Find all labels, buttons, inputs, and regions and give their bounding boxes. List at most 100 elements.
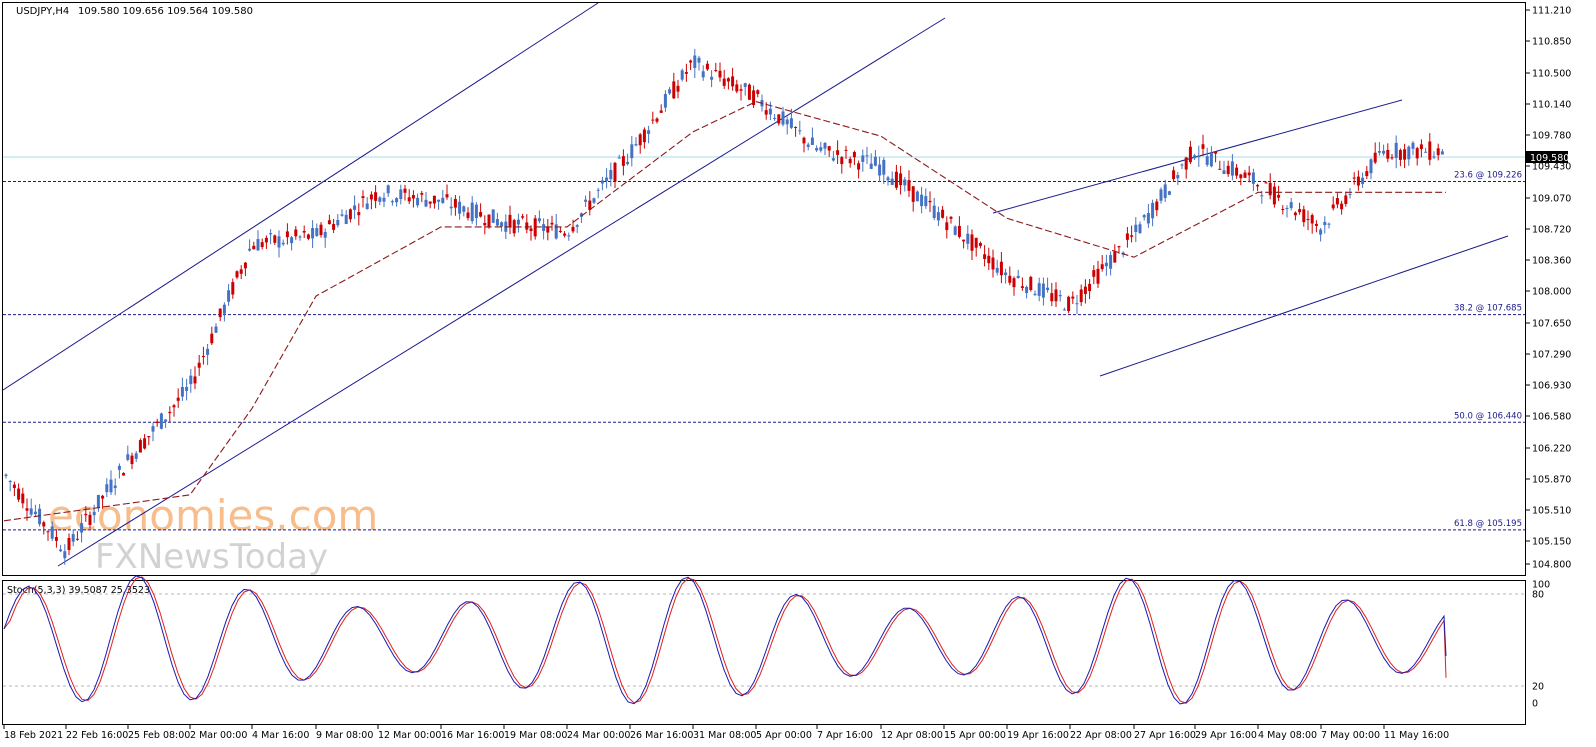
candle-body [1386, 149, 1390, 159]
candle-body [1172, 170, 1176, 180]
candle-body [525, 222, 529, 230]
candle-body [1335, 198, 1339, 205]
candle-body [1272, 186, 1276, 205]
candle-body [731, 76, 735, 87]
candle-body [588, 200, 592, 210]
candle-body [836, 150, 840, 155]
candle-body [210, 333, 214, 344]
candle-body [75, 538, 79, 540]
candle-body [1109, 255, 1113, 269]
candle-body [1411, 142, 1415, 149]
candle-body [453, 198, 457, 208]
candle-body [613, 162, 617, 182]
stoch-tick-label: 80 [1532, 590, 1544, 601]
candle-body [789, 118, 793, 128]
candle-body [1088, 283, 1092, 292]
candle-body [823, 142, 827, 149]
candle-body [1075, 303, 1079, 305]
candle-body [428, 201, 432, 204]
candle-body [924, 196, 928, 207]
upper-channel-line [2, 2, 599, 391]
candle-body [1096, 268, 1100, 284]
candle-body [1415, 148, 1419, 159]
candle-body [248, 248, 252, 251]
candle-body [264, 237, 268, 243]
candle-body [1277, 194, 1281, 198]
candle-body [1230, 161, 1234, 176]
candle-body [311, 228, 315, 239]
candle-body [605, 177, 609, 181]
candle-body [819, 147, 823, 151]
candle-body [474, 204, 478, 219]
time-tick-label: 5 Apr 00:00 [756, 730, 812, 741]
candle-body [802, 137, 806, 144]
candle-body [781, 111, 785, 125]
candle-body [214, 326, 218, 333]
candle-body [764, 110, 768, 115]
candle-body [852, 152, 856, 158]
candle-body [176, 397, 180, 401]
candle-body [798, 130, 802, 132]
candle-body [197, 362, 201, 368]
candle-body [747, 84, 751, 100]
candle-body [815, 148, 819, 151]
candle-body [1256, 184, 1260, 187]
candle-body [907, 180, 911, 191]
stoch-signal-line [3, 576, 1447, 704]
candle-body [12, 484, 16, 488]
candle-body [285, 231, 289, 238]
lower-channel-line [57, 17, 946, 567]
candle-body [206, 348, 210, 355]
candle-body [768, 108, 772, 115]
candle-body [1285, 207, 1289, 209]
candle-body [395, 198, 399, 203]
candle-body [722, 78, 726, 86]
candle-body [302, 230, 306, 233]
candle-body [957, 225, 961, 237]
candle-body [710, 76, 714, 80]
candle-body [894, 171, 898, 188]
candle-body [680, 70, 684, 80]
candle-body [941, 209, 945, 218]
candle-body [600, 180, 604, 184]
candle-body [1348, 193, 1352, 195]
candle-body [361, 196, 365, 199]
candle-body [651, 119, 655, 121]
candle-body [243, 262, 247, 269]
candle-body [1260, 195, 1264, 197]
candle-body [466, 212, 470, 219]
candles [4, 48, 1444, 565]
candle-body [668, 89, 672, 94]
candle-body [810, 137, 814, 145]
candle-body [1092, 270, 1096, 277]
candle-body [180, 386, 184, 397]
candle-body [71, 534, 75, 542]
candle-body [323, 231, 327, 238]
candle-body [88, 514, 92, 525]
candle-body [1361, 177, 1365, 185]
time-tick-label: 7 May 00:00 [1321, 730, 1380, 741]
candle-body [1041, 283, 1045, 298]
candle-body [567, 235, 571, 237]
candle-body [340, 214, 344, 216]
candle-body [416, 197, 420, 206]
time-tick-label: 15 Apr 00:00 [944, 730, 1006, 741]
candle-body [386, 185, 390, 194]
candle-body [743, 83, 747, 87]
candle-body [1071, 296, 1075, 299]
candle-body [920, 194, 924, 207]
time-tick-label: 19 Apr 16:00 [1007, 730, 1069, 741]
candle-body [411, 195, 415, 199]
candle-body [1340, 203, 1344, 210]
candle-body [848, 158, 852, 164]
current-price-value: 109.580 [1530, 153, 1569, 164]
candle-body [983, 254, 987, 260]
candle-body [550, 222, 554, 225]
moving-average-line [3, 101, 1446, 522]
candle-body [281, 242, 285, 245]
candle-body [596, 189, 600, 191]
candle-body [1134, 224, 1138, 233]
watermark-sub: FXNewsToday [95, 537, 328, 577]
candle-body [1054, 289, 1058, 302]
